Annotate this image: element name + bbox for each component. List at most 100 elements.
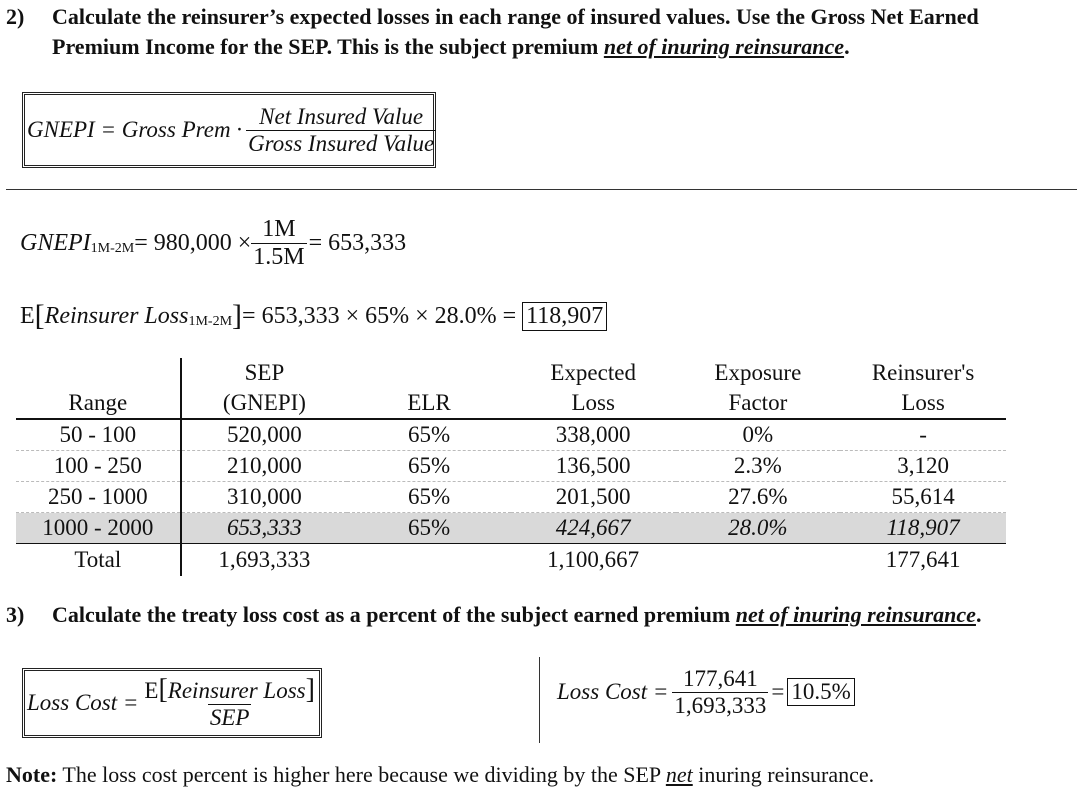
cell-range: 250 - 1000 xyxy=(16,481,182,513)
gnepi-formula-denominator: Gross Insured Value xyxy=(246,129,437,156)
reinsurer-loss-calculation: E[Reinsurer Loss 1M-2M] = 653,333 × 65% ×… xyxy=(20,298,608,334)
cell-elr: 65% xyxy=(407,422,451,447)
header-range-top xyxy=(16,358,180,388)
cell-sep: 520,000 xyxy=(227,422,302,447)
question-3-number: 3) xyxy=(6,602,25,627)
loss-cost-result: 10.5% xyxy=(787,678,855,706)
cell-reinsurer-loss: - xyxy=(919,422,927,447)
question-3-emphasis: net of inuring reinsurance xyxy=(735,602,976,627)
header-elr-top xyxy=(347,358,511,388)
total-sep: 1,693,333 xyxy=(218,547,311,572)
header-expected-loss-top: Expected xyxy=(550,360,636,385)
cell-exposure-factor: 0% xyxy=(742,422,774,447)
header-expected-loss: Expected Loss xyxy=(511,358,676,419)
loss-cost-calculation: Loss Cost = 177,641 1,693,333 = 10.5% xyxy=(557,660,855,724)
loss-cost-formula-denominator: SEP xyxy=(207,703,252,730)
question-2-emphasis: net of inuring reinsurance xyxy=(603,34,845,59)
gnepi-calc-result: = 653,333 xyxy=(308,229,407,256)
question-3: 3) Calculate the treaty loss cost as a p… xyxy=(6,600,1083,632)
header-sep-bottom: (GNEPI) xyxy=(222,390,306,415)
table-total-row: Total 1,693,333 1,100,667 177,641 xyxy=(16,543,1006,577)
question-3-text: Calculate the treaty loss cost as a perc… xyxy=(52,602,736,627)
header-exposure-factor: Exposure Factor xyxy=(676,358,841,419)
table-row: 100 - 250 210,000 65% 136,500 2.3% 3,120 xyxy=(16,450,1006,482)
cell-reinsurer-loss: 3,120 xyxy=(897,453,949,478)
gnepi-calc-mid: = 980,000 × xyxy=(134,229,252,256)
total-label: Total xyxy=(16,543,182,576)
gnepi-calc-denominator: 1.5M xyxy=(251,242,307,270)
header-sep: SEP (GNEPI) xyxy=(181,358,348,419)
expectation-symbol: E xyxy=(20,302,35,329)
expectation-symbol: E xyxy=(144,677,159,703)
loss-cost-formula-numerator-label: Reinsurer Loss xyxy=(167,677,306,703)
loss-cost-formula-box: Loss Cost = E[Reinsurer Loss] SEP xyxy=(22,668,322,738)
header-expected-loss-bottom: Loss xyxy=(571,390,615,415)
loss-cost-formula-lhs: Loss Cost = xyxy=(27,690,139,715)
note: Note: The loss cost percent is higher he… xyxy=(6,760,874,790)
question-3-period: . xyxy=(975,602,982,627)
total-exposure-factor xyxy=(676,544,841,577)
table-header-row: Range SEP (GNEPI) ELR Expected Loss Exposu… xyxy=(16,358,1006,419)
cell-range: 1000 - 2000 xyxy=(16,512,182,544)
question-2-line-2: Premium Income for the SEP. This is the … xyxy=(52,32,1083,62)
header-exposure-factor-top: Exposure xyxy=(714,360,802,385)
header-range-bottom: Range xyxy=(68,390,128,415)
cell-expected-loss: 424,667 xyxy=(510,512,676,544)
cell-elr: 65% xyxy=(407,453,451,478)
reinsurer-loss-result: 118,907 xyxy=(522,301,608,331)
header-sep-top: SEP xyxy=(244,360,285,385)
cell-expected-loss: 201,500 xyxy=(555,484,631,509)
expected-loss-table: Range SEP (GNEPI) ELR Expected Loss Exposu… xyxy=(16,358,1006,576)
reinsurer-loss-label: Reinsurer Loss xyxy=(44,302,189,329)
loss-cost-calc-denominator: 1,693,333 xyxy=(672,691,769,718)
cell-exposure-factor: 27.6% xyxy=(728,484,788,509)
question-3-text-line: Calculate the treaty loss cost as a perc… xyxy=(52,600,1083,630)
cell-elr: 65% xyxy=(347,512,511,544)
loss-cost-formula-numerator: E[Reinsurer Loss] xyxy=(144,673,315,705)
table-row: 250 - 1000 310,000 65% 201,500 27.6% 55,… xyxy=(16,481,1006,513)
note-label: Note: xyxy=(6,762,58,787)
loss-cost-calc-lhs: Loss Cost = xyxy=(557,679,669,704)
cell-range: 100 - 250 xyxy=(16,450,182,482)
gnepi-range-subscript: 1M-2M xyxy=(90,241,135,256)
column-divider xyxy=(539,657,540,743)
question-2-line-1: Calculate the reinsurer’s expected losse… xyxy=(52,4,979,29)
gnepi-formula-numerator: Net Insured Value xyxy=(259,103,424,129)
reinsurer-loss-calc-mid: = 653,333 × 65% × 28.0% = xyxy=(242,302,517,329)
loss-cost-calc-equals: = xyxy=(771,679,785,704)
gnepi-formula: GNEPI = Gross Prem · Net Insured Value G… xyxy=(27,101,437,159)
cell-exposure-factor: 28.0% xyxy=(675,512,841,544)
header-elr: ELR xyxy=(347,358,511,419)
question-2: 2) Calculate the reinsurer’s expected lo… xyxy=(6,2,1083,64)
reinsurer-loss-range-subscript: 1M-2M xyxy=(188,314,233,329)
loss-cost-calc-numerator: 177,641 xyxy=(683,665,758,691)
header-elr-bottom: ELR xyxy=(407,390,451,415)
note-text-2: inuring reinsurance. xyxy=(692,762,875,787)
total-expected-loss: 1,100,667 xyxy=(547,547,640,572)
cell-reinsurer-loss: 55,614 xyxy=(891,484,955,509)
gnepi-calc-fraction: 1M 1.5M xyxy=(251,216,307,271)
cell-sep: 310,000 xyxy=(227,484,302,509)
gnepi-label: GNEPI xyxy=(20,229,91,256)
loss-cost-formula-fraction: E[Reinsurer Loss] SEP xyxy=(142,673,317,731)
table-row: 50 - 100 520,000 65% 338,000 0% - xyxy=(16,419,1006,451)
question-2-period: . xyxy=(844,34,850,59)
note-emphasis: net xyxy=(665,762,693,787)
section-divider xyxy=(6,189,1077,190)
loss-cost-calc-fraction: 177,641 1,693,333 xyxy=(672,665,769,719)
loss-cost-formula: Loss Cost = E[Reinsurer Loss] SEP xyxy=(27,672,317,734)
header-exposure-factor-bottom: Factor xyxy=(728,390,788,415)
cell-reinsurer-loss: 118,907 xyxy=(840,512,1006,544)
gnepi-calculation: GNEPI 1M-2M = 980,000 × 1M 1.5M = 653,333 xyxy=(20,212,406,274)
question-2-number: 2) xyxy=(6,4,25,29)
total-reinsurer-loss: 177,641 xyxy=(885,547,961,572)
header-reinsurer-loss-top: Reinsurer's xyxy=(871,360,975,385)
gnepi-formula-lhs: GNEPI = Gross Prem · xyxy=(27,117,243,142)
cell-range: 50 - 100 xyxy=(16,419,182,451)
cell-sep: 210,000 xyxy=(227,453,302,478)
header-range: Range xyxy=(16,358,182,419)
cell-elr: 65% xyxy=(407,484,451,509)
gnepi-formula-fraction: Net Insured Value Gross Insured Value xyxy=(246,103,437,157)
total-elr xyxy=(347,544,511,577)
table-row-highlighted: 1000 - 2000 653,333 65% 424,667 28.0% 11… xyxy=(16,512,1006,544)
